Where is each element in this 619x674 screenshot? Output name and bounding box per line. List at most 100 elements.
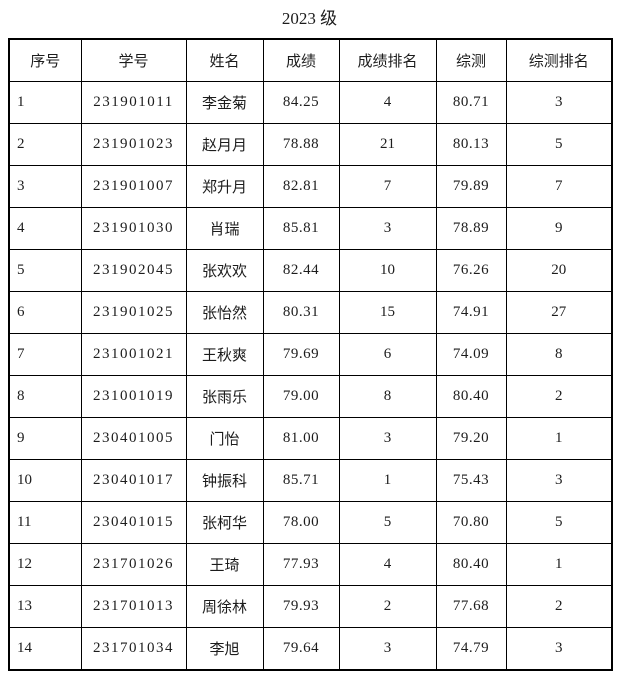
table-row: 3 231901007 郑升月 82.81 7 79.89 7 bbox=[8, 165, 613, 208]
table-cell: 74.91 bbox=[435, 291, 507, 334]
table-cell: 9 bbox=[505, 207, 613, 250]
table-cell: 3 bbox=[505, 627, 613, 671]
table-cell: 231901030 bbox=[80, 207, 187, 250]
table-cell: 5 bbox=[338, 501, 437, 544]
table-cell: 7 bbox=[505, 165, 613, 208]
table-cell: 21 bbox=[338, 123, 437, 166]
table-cell: 3 bbox=[505, 81, 613, 124]
table-cell: 231901025 bbox=[80, 291, 187, 334]
table-cell: 230401017 bbox=[80, 459, 187, 502]
table-cell: 王琦 bbox=[185, 543, 264, 586]
table-cell: 79.69 bbox=[262, 333, 340, 376]
table-cell: 231901007 bbox=[80, 165, 187, 208]
table-cell: 14 bbox=[8, 627, 82, 671]
table-cell: 80.13 bbox=[435, 123, 507, 166]
table-row: 2 231901023 赵月月 78.88 21 80.13 5 bbox=[8, 123, 613, 166]
table-cell: 王秋爽 bbox=[185, 333, 264, 376]
table-cell: 7 bbox=[338, 165, 437, 208]
table-cell: 6 bbox=[338, 333, 437, 376]
table-cell: 231001019 bbox=[80, 375, 187, 418]
table-cell: 张怡然 bbox=[185, 291, 264, 334]
table-cell: 77.68 bbox=[435, 585, 507, 628]
table-cell: 1 bbox=[505, 417, 613, 460]
table-cell: 李旭 bbox=[185, 627, 264, 671]
table-cell: 84.25 bbox=[262, 81, 340, 124]
table-cell: 231701026 bbox=[80, 543, 187, 586]
table-cell: 27 bbox=[505, 291, 613, 334]
table-cell: 4 bbox=[338, 543, 437, 586]
table-row: 13 231701013 周徐林 79.93 2 77.68 2 bbox=[8, 585, 613, 628]
table-cell: 门怡 bbox=[185, 417, 264, 460]
table-cell: 肖瑞 bbox=[185, 207, 264, 250]
table-cell: 张雨乐 bbox=[185, 375, 264, 418]
table-cell: 74.09 bbox=[435, 333, 507, 376]
table-cell: 75.43 bbox=[435, 459, 507, 502]
table-cell: 78.89 bbox=[435, 207, 507, 250]
table-cell: 3 bbox=[338, 207, 437, 250]
table-row: 14 231701034 李旭 79.64 3 74.79 3 bbox=[8, 627, 613, 671]
table-cell: 2 bbox=[505, 375, 613, 418]
table-cell: 8 bbox=[505, 333, 613, 376]
table-row: 7 231001021 王秋爽 79.69 6 74.09 8 bbox=[8, 333, 613, 376]
table-cell: 1 bbox=[338, 459, 437, 502]
table-cell: 4 bbox=[8, 207, 82, 250]
table-cell: 5 bbox=[505, 123, 613, 166]
table-cell: 82.81 bbox=[262, 165, 340, 208]
table-cell: 231901023 bbox=[80, 123, 187, 166]
table-cell: 钟振科 bbox=[185, 459, 264, 502]
table-cell: 79.00 bbox=[262, 375, 340, 418]
table-cell: 79.64 bbox=[262, 627, 340, 671]
table-row: 8 231001019 张雨乐 79.00 8 80.40 2 bbox=[8, 375, 613, 418]
column-header: 序号 bbox=[8, 38, 82, 82]
table-cell: 77.93 bbox=[262, 543, 340, 586]
table-cell: 80.40 bbox=[435, 543, 507, 586]
column-header: 成绩排名 bbox=[338, 38, 437, 82]
table-row: 4 231901030 肖瑞 85.81 3 78.89 9 bbox=[8, 207, 613, 250]
table-cell: 张柯华 bbox=[185, 501, 264, 544]
table-cell: 81.00 bbox=[262, 417, 340, 460]
table-cell: 231701013 bbox=[80, 585, 187, 628]
table-row: 12 231701026 王琦 77.93 4 80.40 1 bbox=[8, 543, 613, 586]
table-cell: 231701034 bbox=[80, 627, 187, 671]
table-cell: 1 bbox=[505, 543, 613, 586]
table-row: 11 230401015 张柯华 78.00 5 70.80 5 bbox=[8, 501, 613, 544]
table-cell: 5 bbox=[505, 501, 613, 544]
table-cell: 2 bbox=[505, 585, 613, 628]
table-cell: 赵月月 bbox=[185, 123, 264, 166]
table-cell: 231901011 bbox=[80, 81, 187, 124]
table-row: 1 231901011 李金菊 84.25 4 80.71 3 bbox=[8, 81, 613, 124]
table-cell: 80.40 bbox=[435, 375, 507, 418]
table-cell: 79.93 bbox=[262, 585, 340, 628]
table-cell: 13 bbox=[8, 585, 82, 628]
table-cell: 12 bbox=[8, 543, 82, 586]
column-header: 学号 bbox=[80, 38, 187, 82]
column-header: 综测排名 bbox=[505, 38, 613, 82]
table-cell: 3 bbox=[338, 627, 437, 671]
table-cell: 周徐林 bbox=[185, 585, 264, 628]
table-cell: 80.31 bbox=[262, 291, 340, 334]
table-cell: 76.26 bbox=[435, 249, 507, 292]
table-cell: 8 bbox=[338, 375, 437, 418]
table-cell: 82.44 bbox=[262, 249, 340, 292]
table-cell: 李金菊 bbox=[185, 81, 264, 124]
table-cell: 78.88 bbox=[262, 123, 340, 166]
table-cell: 11 bbox=[8, 501, 82, 544]
table-cell: 80.71 bbox=[435, 81, 507, 124]
table-cell: 2 bbox=[338, 585, 437, 628]
header-row: 序号 学号 姓名 成绩 成绩排名 综测 综测排名 bbox=[8, 38, 613, 82]
table-cell: 1 bbox=[8, 81, 82, 124]
column-header: 综测 bbox=[435, 38, 507, 82]
table-cell: 79.89 bbox=[435, 165, 507, 208]
table-cell: 6 bbox=[8, 291, 82, 334]
table-cell: 85.71 bbox=[262, 459, 340, 502]
table-cell: 8 bbox=[8, 375, 82, 418]
table-cell: 10 bbox=[338, 249, 437, 292]
table-cell: 9 bbox=[8, 417, 82, 460]
table-cell: 7 bbox=[8, 333, 82, 376]
table-cell: 70.80 bbox=[435, 501, 507, 544]
table-cell: 231001021 bbox=[80, 333, 187, 376]
table-cell: 郑升月 bbox=[185, 165, 264, 208]
table-cell: 230401015 bbox=[80, 501, 187, 544]
scores-table: 序号 学号 姓名 成绩 成绩排名 综测 综测排名 1 231901011 李金菊 84.25 4 80… bbox=[8, 38, 613, 671]
table-cell: 79.20 bbox=[435, 417, 507, 460]
